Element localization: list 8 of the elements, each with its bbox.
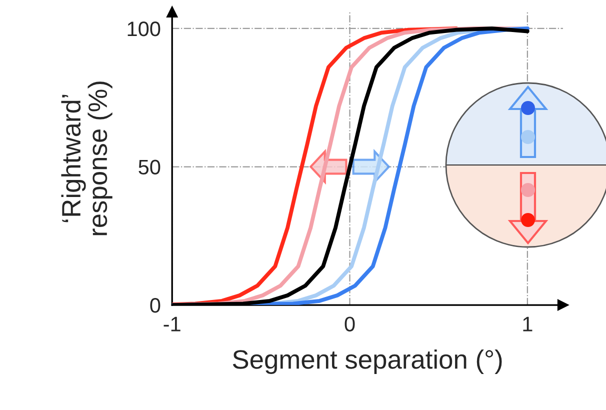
x-tick-label: -1 [164,316,180,332]
x-axis-title: Segment separation (°) [232,349,502,374]
y-tick-label: 100 [128,21,160,36]
y-axis-title: ‘Rightward’ response (%) [61,82,112,236]
x-tick-label: 0 [344,316,355,332]
y-tick-label: 0 [150,298,160,313]
y-tick-label: 50 [138,160,160,175]
x-tick-label: 1 [523,316,532,332]
